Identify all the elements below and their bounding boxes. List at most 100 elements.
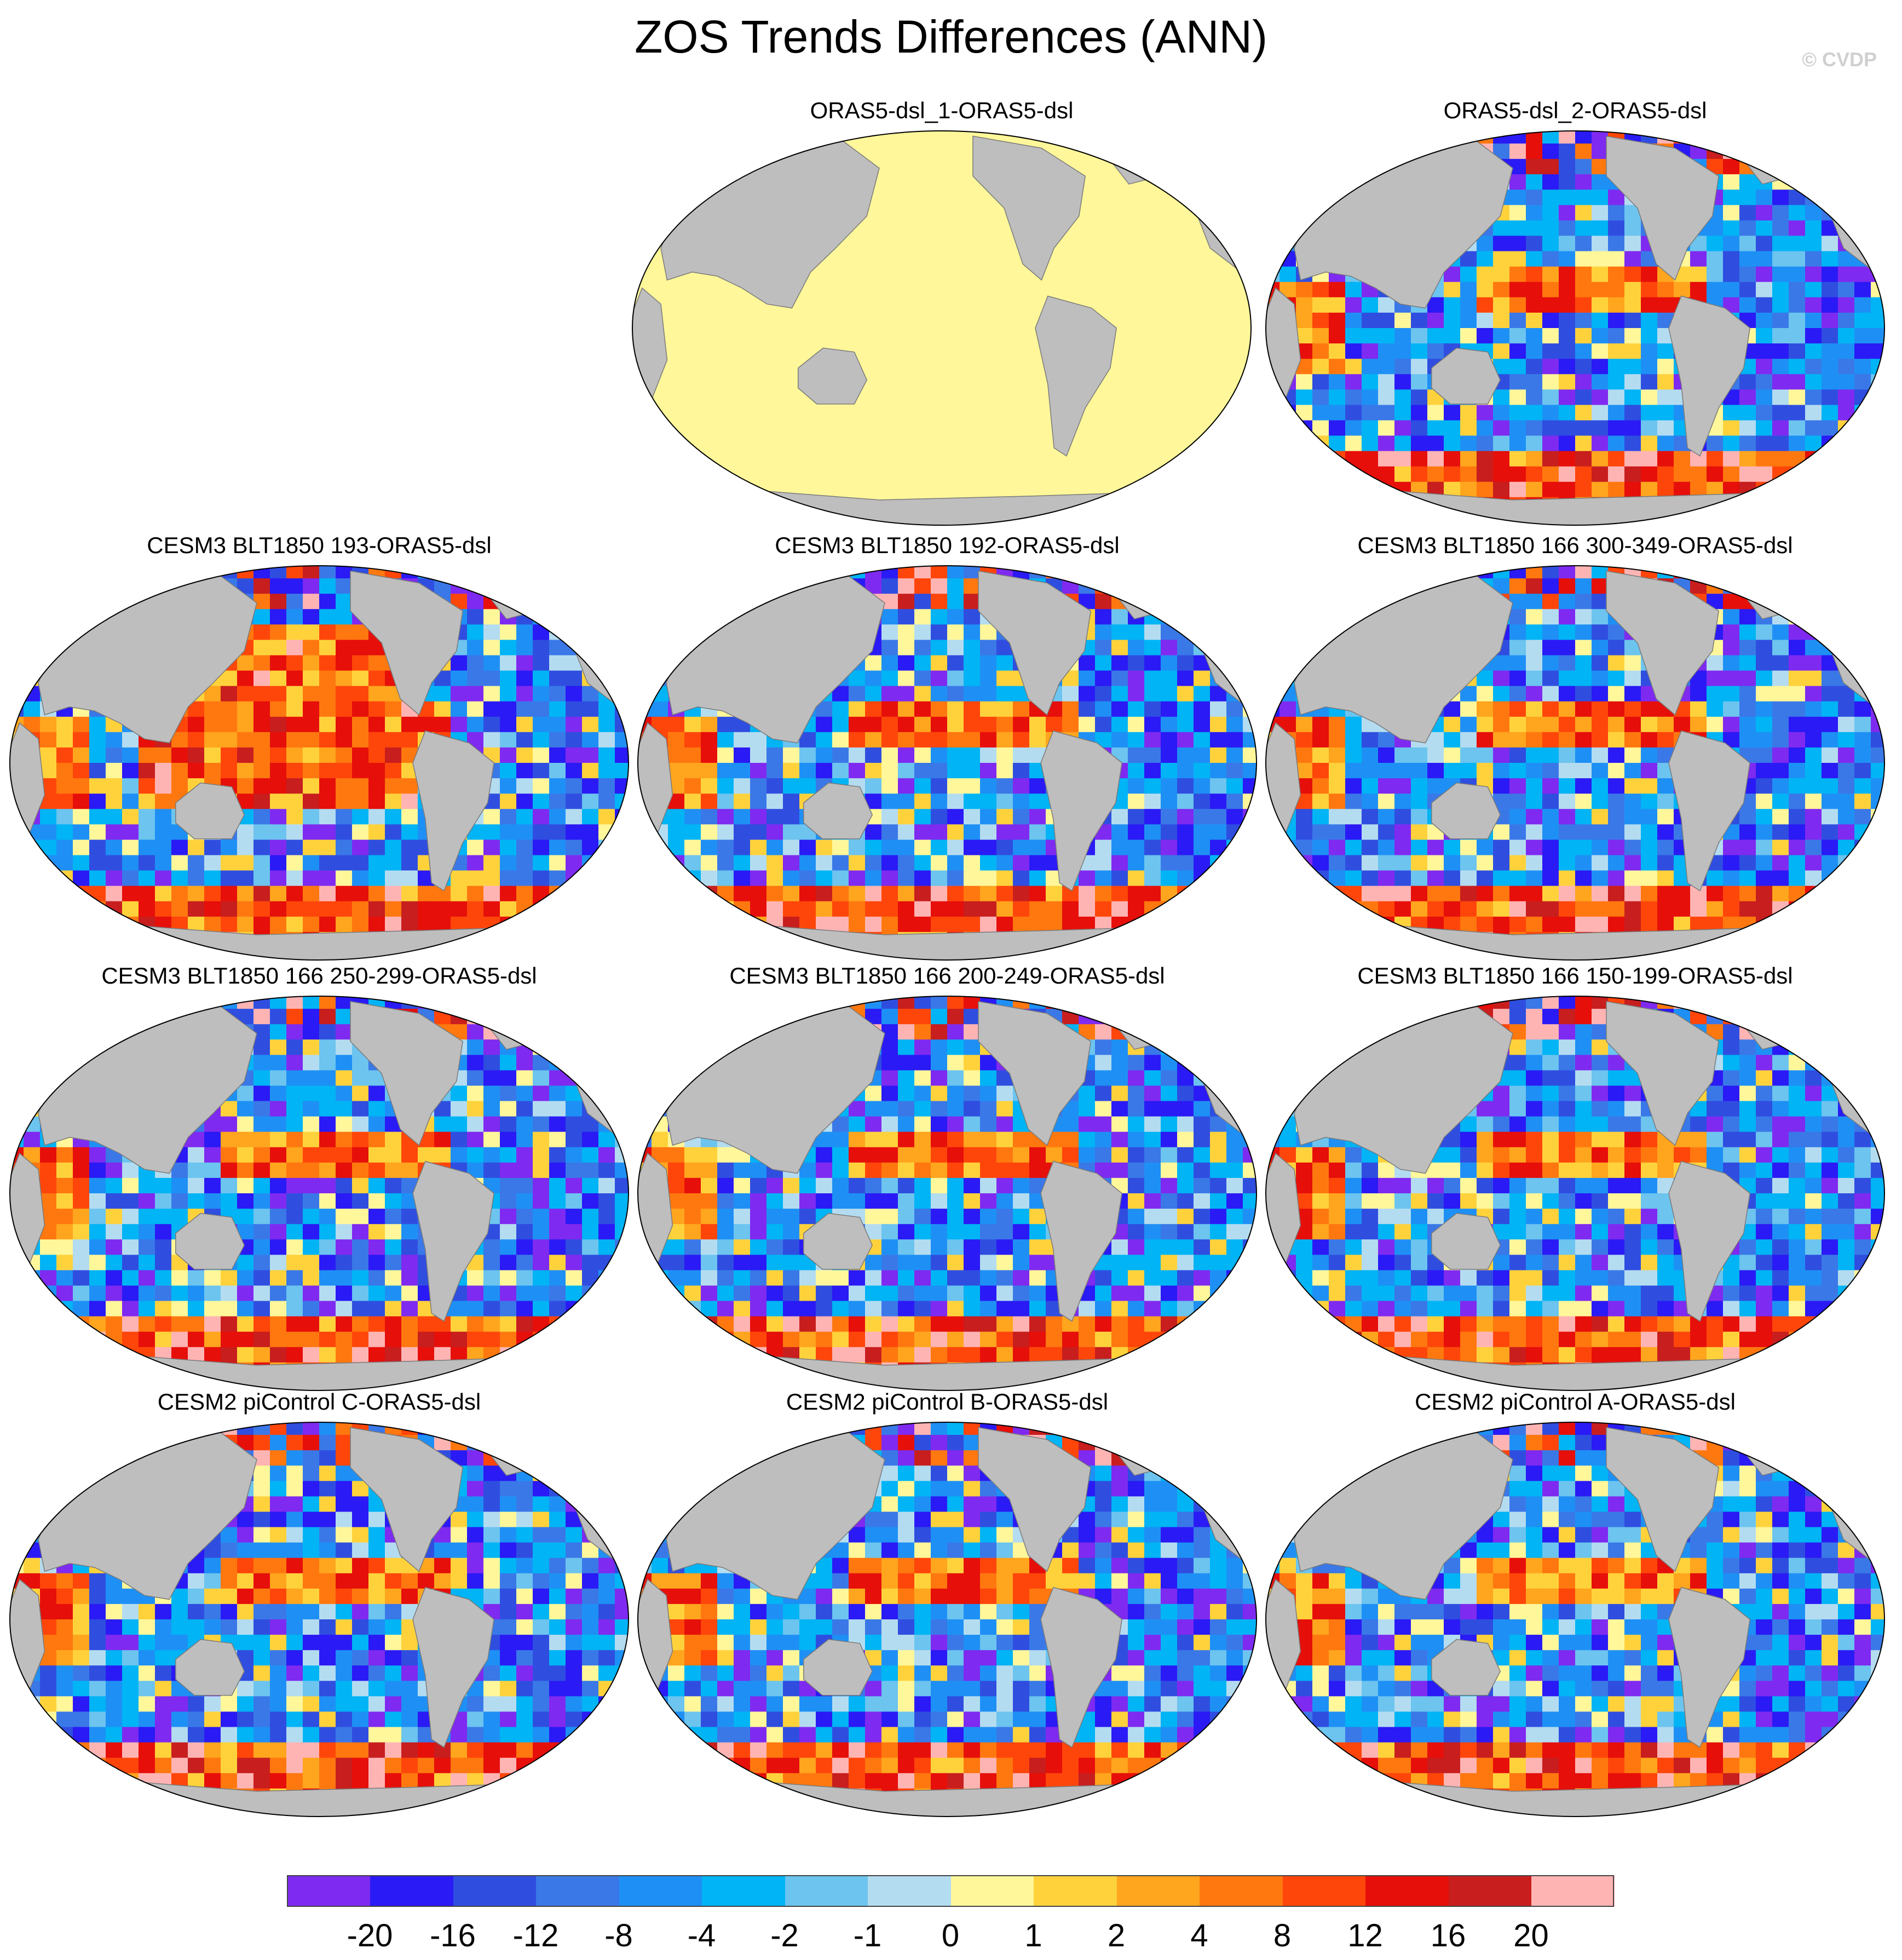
colorbar-swatch — [370, 1875, 453, 1907]
colorbar-tick-label: 2 — [1107, 1918, 1126, 1953]
colorbar-tick-label: 16 — [1430, 1918, 1466, 1953]
colorbar-tick-label: -4 — [687, 1918, 716, 1953]
colorbar-tick-label: 12 — [1347, 1918, 1383, 1953]
land-mass — [803, 1212, 873, 1270]
map-border — [1265, 1422, 1885, 1817]
map-border — [637, 996, 1257, 1391]
land-mass — [978, 570, 1092, 716]
world-map — [637, 1422, 1257, 1817]
ocean-field — [1266, 131, 1884, 525]
map-panel-oras5-dsl-2: ORAS5-dsl_2-ORAS5-dsl — [1263, 94, 1887, 532]
land-mass — [978, 1427, 1092, 1572]
cvdp-credit: © CVDP — [1802, 48, 1877, 71]
land-mass — [1035, 295, 1117, 457]
panel-title: CESM2 piControl C-ORAS5-dsl — [157, 1389, 481, 1415]
world-map — [637, 996, 1257, 1391]
panel-title: CESM2 piControl B-ORAS5-dsl — [786, 1389, 1109, 1415]
land-mass — [1606, 570, 1720, 716]
map-border — [1265, 565, 1885, 961]
panel-title: ORAS5-dsl_2-ORAS5-dsl — [1443, 97, 1707, 123]
colorbar-tick-label: -8 — [604, 1918, 633, 1953]
land-mass — [412, 1587, 495, 1748]
map-panel-oras5-dsl-1: ORAS5-dsl_1-ORAS5-dsl — [630, 94, 1254, 532]
land-mass — [175, 1212, 245, 1270]
map-border — [9, 996, 629, 1391]
map-panel-cesm2-picontrol-a: CESM2 piControl A-ORAS5-dsl — [1263, 1386, 1887, 1824]
colorbar-swatch — [1448, 1875, 1531, 1907]
ocean-field — [10, 996, 629, 1390]
colorbar-tick-label: -16 — [430, 1918, 476, 1953]
panel-title: CESM3 BLT1850 166 250-299-ORAS5-dsl — [101, 963, 537, 988]
land-mass — [1040, 1587, 1123, 1748]
map-border — [632, 130, 1252, 526]
colorbar-tick-label: -2 — [770, 1918, 799, 1953]
world-map — [1265, 1422, 1885, 1817]
colorbar-swatch — [287, 1875, 370, 1907]
colorbar-tick-label: 4 — [1190, 1918, 1208, 1953]
colorbar-swatch — [950, 1875, 1034, 1907]
map-panel-cesm3-166-300-349: CESM3 BLT1850 166 300-349-ORAS5-dsl — [1263, 529, 1887, 967]
map-panel-cesm3-193: CESM3 BLT1850 193-ORAS5-dsl — [7, 529, 631, 967]
colorbar-tick-label: 1 — [1024, 1918, 1042, 1953]
map-panel-cesm2-picontrol-b: CESM2 piControl B-ORAS5-dsl — [635, 1386, 1259, 1824]
land-mass — [1606, 1427, 1720, 1572]
world-map — [9, 1422, 629, 1817]
land-mass — [972, 135, 1086, 281]
map-panel-cesm3-166-150-199: CESM3 BLT1850 166 150-199-ORAS5-dsl — [1263, 959, 1887, 1398]
ocean-field — [638, 566, 1257, 960]
colorbar-tick-label: 8 — [1273, 1918, 1292, 1953]
map-border — [1265, 130, 1885, 526]
ocean-field — [638, 1422, 1257, 1817]
map-border — [9, 1422, 629, 1817]
land-mass — [350, 1427, 464, 1572]
land-mass — [1668, 1587, 1751, 1748]
ocean-field — [638, 996, 1257, 1390]
colorbar-swatch — [1199, 1875, 1283, 1907]
colorbar-tick-label: 0 — [941, 1918, 960, 1953]
land-mass — [1606, 135, 1720, 281]
world-map — [1265, 996, 1885, 1391]
colorbar-swatch — [1033, 1875, 1117, 1907]
land-mass — [1431, 782, 1501, 840]
panel-title: ORAS5-dsl_1-ORAS5-dsl — [810, 97, 1074, 123]
colorbar-tick-label: -1 — [853, 1918, 882, 1953]
land-mass — [350, 1001, 464, 1146]
colorbar-swatch — [701, 1875, 785, 1907]
land-mass — [1431, 1212, 1501, 1270]
colorbar-frame — [287, 1875, 1614, 1907]
map-panel-cesm3-192: CESM3 BLT1850 192-ORAS5-dsl — [635, 529, 1259, 967]
colorbar-swatch — [1116, 1875, 1200, 1907]
colorbar-swatch — [867, 1875, 951, 1907]
world-map — [9, 996, 629, 1391]
map-panel-cesm2-picontrol-c: CESM2 piControl C-ORAS5-dsl — [7, 1386, 631, 1824]
land-mass — [1431, 347, 1501, 405]
panel-title: CESM3 BLT1850 166 150-199-ORAS5-dsl — [1357, 963, 1793, 988]
world-map — [1265, 130, 1885, 526]
ocean-field — [10, 566, 629, 960]
land-mass — [175, 782, 245, 840]
panel-title: CESM3 BLT1850 192-ORAS5-dsl — [775, 532, 1120, 558]
figure-title: ZOS Trends Differences (ANN) — [634, 11, 1268, 62]
land-mass — [803, 1639, 873, 1696]
land-mass — [1668, 1160, 1751, 1322]
land-mass — [803, 782, 873, 840]
land-mass — [1668, 730, 1751, 892]
colorbar-tick-label: -12 — [512, 1918, 559, 1953]
colorbar-swatch — [785, 1875, 868, 1907]
land-mass — [412, 730, 495, 892]
map-border — [637, 1422, 1257, 1817]
world-map — [1265, 565, 1885, 961]
land-mass — [1040, 730, 1123, 892]
panel-title: CESM3 BLT1850 193-ORAS5-dsl — [147, 532, 492, 558]
map-panel-cesm3-166-250-299: CESM3 BLT1850 166 250-299-ORAS5-dsl — [7, 959, 631, 1398]
land-mass — [350, 570, 464, 716]
land-mass — [1668, 295, 1751, 457]
colorbar-swatch — [1365, 1875, 1449, 1907]
panel-title: CESM3 BLT1850 166 200-249-ORAS5-dsl — [729, 963, 1165, 988]
world-map — [637, 565, 1257, 961]
panel-title: CESM2 piControl A-ORAS5-dsl — [1415, 1389, 1736, 1415]
land-mass — [412, 1160, 495, 1322]
land-mass — [1431, 1639, 1501, 1696]
land-mass — [798, 347, 868, 405]
land-mass — [1040, 1160, 1123, 1322]
